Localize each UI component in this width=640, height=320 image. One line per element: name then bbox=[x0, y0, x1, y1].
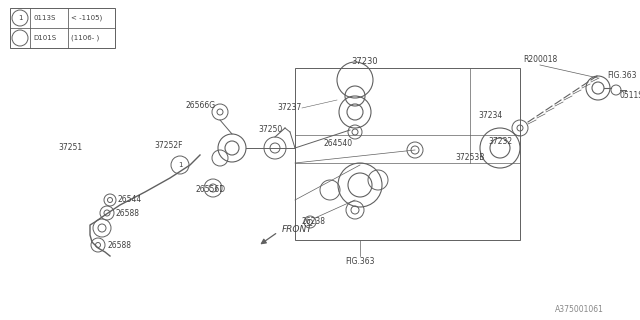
Text: 37230: 37230 bbox=[352, 58, 378, 67]
Text: 26588: 26588 bbox=[107, 242, 131, 251]
Text: A375001061: A375001061 bbox=[555, 306, 604, 315]
Text: 1: 1 bbox=[18, 15, 22, 21]
Text: 1: 1 bbox=[178, 162, 182, 168]
Text: 26544: 26544 bbox=[118, 196, 142, 204]
Text: 0113S: 0113S bbox=[33, 15, 56, 21]
Text: 37232: 37232 bbox=[488, 138, 512, 147]
Text: R200018: R200018 bbox=[523, 55, 557, 65]
Text: 37251: 37251 bbox=[58, 143, 82, 153]
Text: 0511S: 0511S bbox=[620, 91, 640, 100]
Text: (1106- ): (1106- ) bbox=[71, 35, 99, 41]
Bar bbox=[10, 8, 115, 48]
Text: 26588: 26588 bbox=[116, 209, 140, 218]
Text: 26556D: 26556D bbox=[195, 186, 225, 195]
Text: 37250: 37250 bbox=[258, 125, 282, 134]
Text: FIG.363: FIG.363 bbox=[345, 258, 375, 267]
Text: 26566G: 26566G bbox=[185, 101, 215, 110]
Text: 37234: 37234 bbox=[478, 110, 502, 119]
Bar bbox=[295, 68, 520, 240]
Text: 37253B: 37253B bbox=[455, 153, 484, 162]
Text: 264540: 264540 bbox=[324, 139, 353, 148]
Text: D101S: D101S bbox=[33, 35, 56, 41]
Text: 37252F: 37252F bbox=[154, 140, 182, 149]
Text: 26238: 26238 bbox=[302, 218, 326, 227]
Text: FRONT: FRONT bbox=[282, 226, 313, 235]
Text: 37237: 37237 bbox=[278, 103, 302, 113]
Text: FIG.363: FIG.363 bbox=[607, 70, 637, 79]
Text: < -1105): < -1105) bbox=[71, 15, 102, 21]
